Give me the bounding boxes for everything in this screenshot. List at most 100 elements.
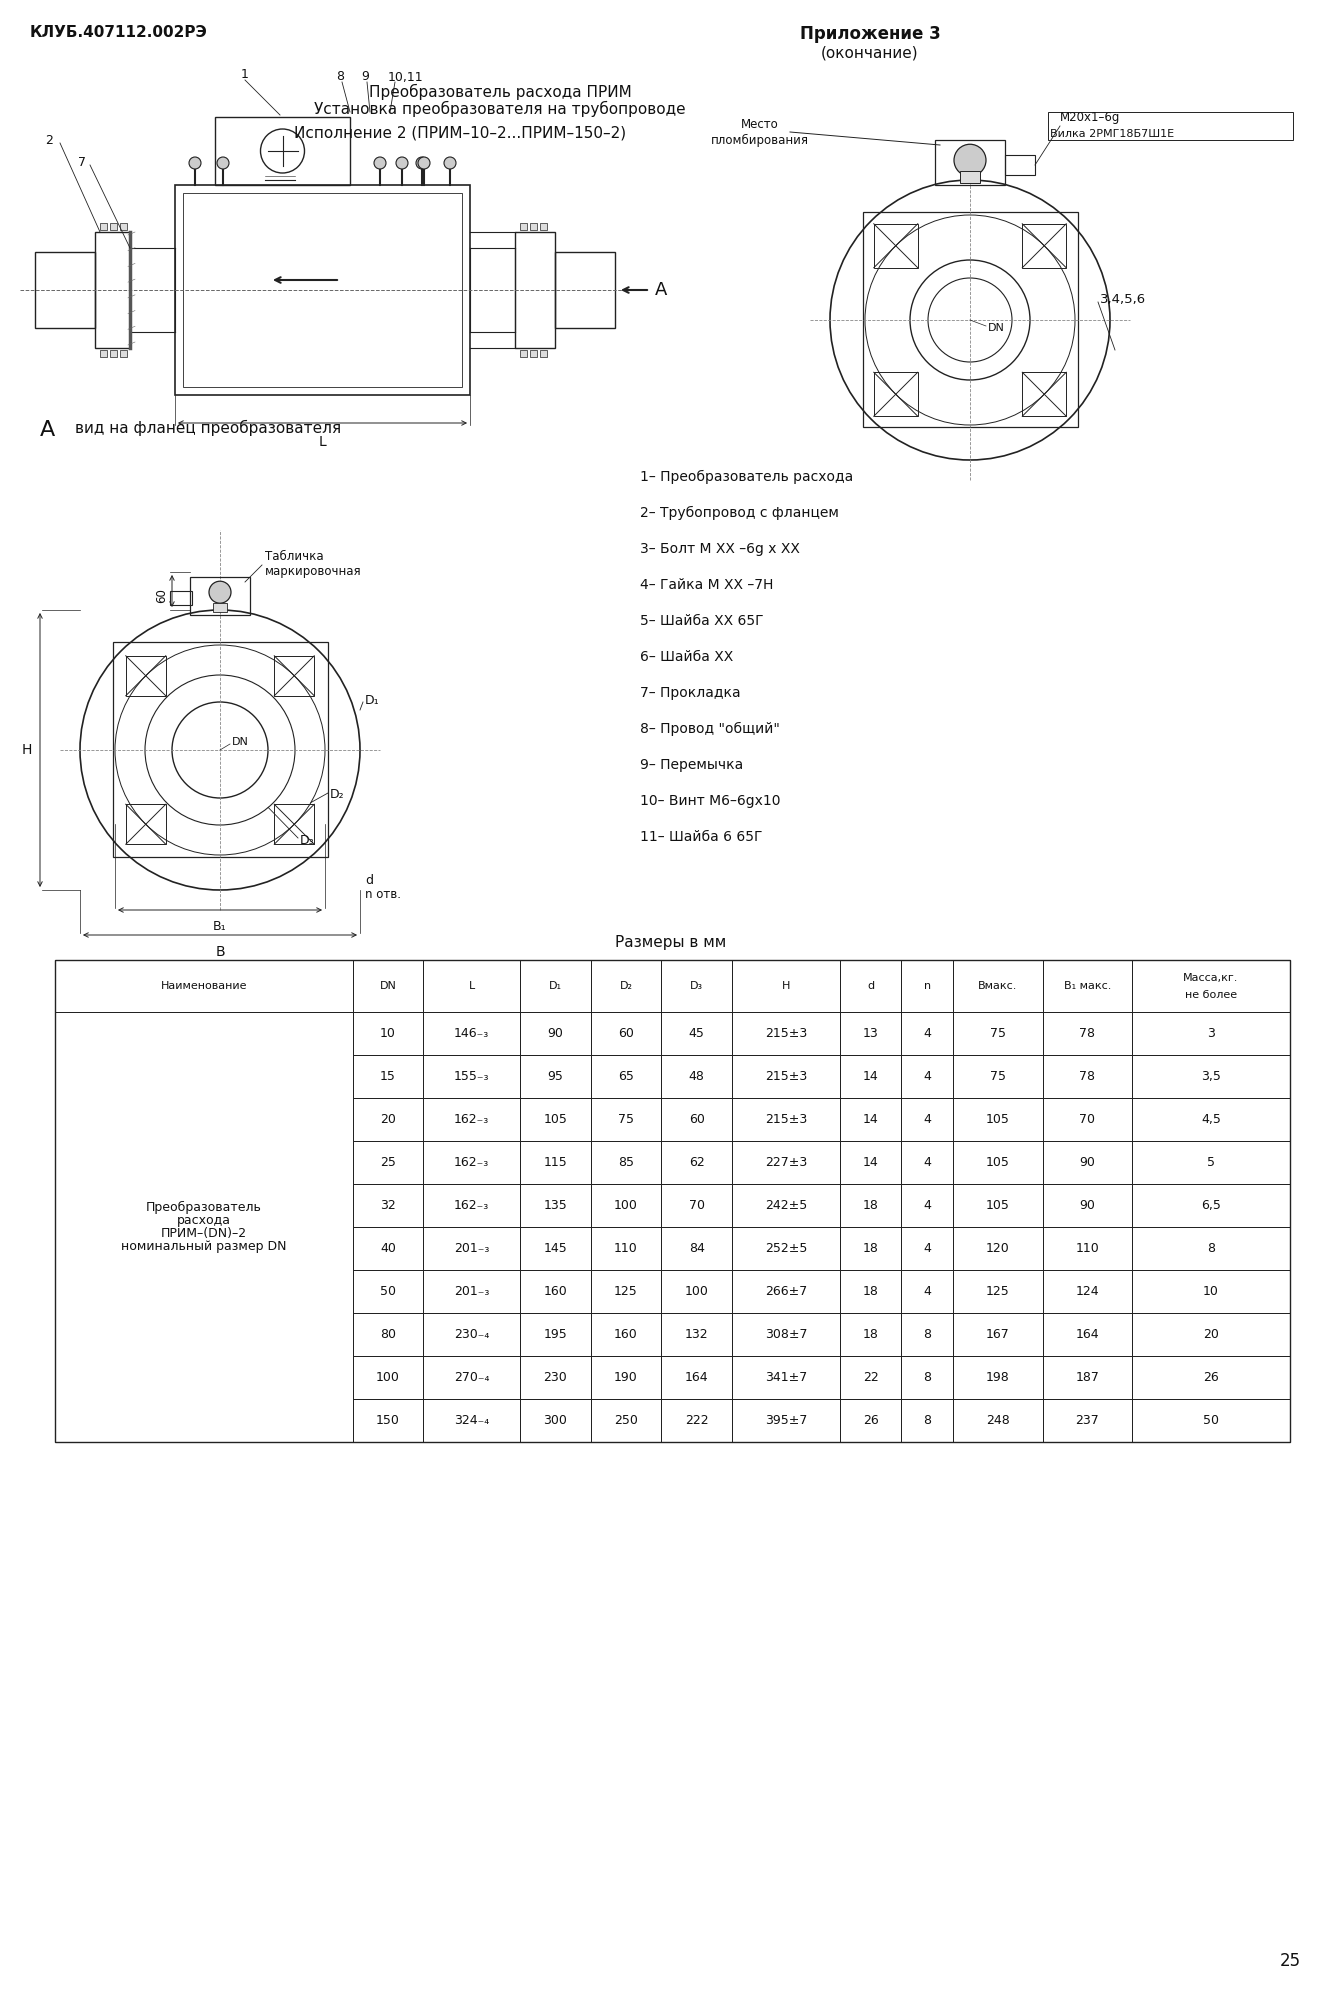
Bar	[954, 1184, 1042, 1226]
Bar	[901, 1056, 954, 1098]
Bar	[540, 222, 547, 230]
Text: 20: 20	[1203, 1328, 1219, 1340]
Text: 13: 13	[862, 1028, 878, 1040]
Bar	[1042, 960, 1132, 1012]
Bar	[1132, 1356, 1291, 1400]
Bar	[661, 1140, 732, 1184]
Text: 4: 4	[924, 1112, 931, 1126]
Text: 270₋₄: 270₋₄	[454, 1372, 489, 1384]
Bar	[1132, 1400, 1291, 1442]
Bar	[530, 350, 537, 356]
Text: 164: 164	[1076, 1328, 1099, 1340]
Text: 215±3: 215±3	[764, 1028, 807, 1040]
Bar	[353, 1226, 423, 1270]
Bar	[661, 1056, 732, 1098]
Text: номинальный размер DN: номинальный размер DN	[121, 1240, 286, 1252]
Text: 70: 70	[689, 1198, 705, 1212]
Bar	[423, 1098, 520, 1140]
Bar	[732, 1056, 839, 1098]
Text: 110: 110	[614, 1242, 638, 1256]
Bar	[520, 1400, 591, 1442]
Text: Преобразователь: Преобразователь	[146, 1200, 262, 1214]
Bar	[423, 1400, 520, 1442]
Bar	[839, 1140, 901, 1184]
Text: 146₋₃: 146₋₃	[454, 1028, 489, 1040]
Circle shape	[210, 582, 231, 604]
Text: 100: 100	[614, 1198, 638, 1212]
Text: 198: 198	[986, 1372, 1010, 1384]
Bar	[423, 960, 520, 1012]
Bar	[1132, 1312, 1291, 1356]
Bar	[839, 1184, 901, 1226]
Bar	[901, 1226, 954, 1270]
Bar	[732, 960, 839, 1012]
Text: DN: DN	[380, 980, 396, 990]
Bar	[839, 1098, 901, 1140]
Text: 75: 75	[990, 1070, 1006, 1084]
Bar	[353, 1098, 423, 1140]
Text: 105: 105	[986, 1112, 1010, 1126]
Bar	[839, 1356, 901, 1400]
Bar	[520, 960, 591, 1012]
Text: Размеры в мм: Размеры в мм	[615, 936, 727, 950]
Text: 90: 90	[548, 1028, 563, 1040]
Text: B: B	[215, 946, 224, 960]
Bar	[55, 960, 1291, 1442]
Text: 60: 60	[156, 588, 168, 604]
Bar	[126, 804, 165, 844]
Text: 4: 4	[924, 1156, 931, 1168]
Text: 90: 90	[1080, 1198, 1095, 1212]
Bar	[183, 194, 462, 388]
Bar	[661, 1098, 732, 1140]
Bar	[520, 1312, 591, 1356]
Text: Табличка: Табличка	[265, 550, 324, 564]
Text: 2: 2	[46, 134, 52, 146]
Bar	[732, 1312, 839, 1356]
Bar	[935, 140, 1005, 186]
Bar	[1132, 960, 1291, 1012]
Text: 215±3: 215±3	[764, 1112, 807, 1126]
Text: 266±7: 266±7	[764, 1286, 807, 1298]
Text: 115: 115	[544, 1156, 567, 1168]
Bar	[214, 604, 227, 612]
Text: 45: 45	[689, 1028, 705, 1040]
Bar	[110, 222, 117, 230]
Text: 8: 8	[1207, 1242, 1215, 1256]
Text: 150: 150	[376, 1414, 400, 1428]
Text: 395±7: 395±7	[764, 1414, 807, 1428]
Bar	[732, 1184, 839, 1226]
Text: пломбирования: пломбирования	[710, 134, 808, 146]
Circle shape	[218, 158, 230, 170]
Text: 65: 65	[618, 1070, 634, 1084]
Text: 14: 14	[862, 1070, 878, 1084]
Text: 162₋₃: 162₋₃	[454, 1156, 489, 1168]
Text: 7– Прокладка: 7– Прокладка	[641, 686, 740, 700]
Text: DN: DN	[232, 736, 248, 746]
Text: 60: 60	[618, 1028, 634, 1040]
Text: Масса,кг.: Масса,кг.	[1183, 974, 1238, 984]
Text: Bмакс.: Bмакс.	[978, 980, 1018, 990]
Bar	[540, 350, 547, 356]
Text: Исполнение 2 (ПРИМ–10–2...ПРИМ–150–2): Исполнение 2 (ПРИМ–10–2...ПРИМ–150–2)	[294, 124, 626, 140]
Bar	[839, 1056, 901, 1098]
Text: 4: 4	[924, 1286, 931, 1298]
Text: 230: 230	[544, 1372, 567, 1384]
Text: 2– Трубопровод с фланцем: 2– Трубопровод с фланцем	[641, 506, 839, 520]
Text: 5: 5	[1207, 1156, 1215, 1168]
Bar	[520, 1098, 591, 1140]
Bar	[175, 186, 470, 396]
Text: H: H	[21, 742, 32, 756]
Bar	[839, 1226, 901, 1270]
Text: вид на фланец преобразователя: вид на фланец преобразователя	[75, 420, 341, 436]
Text: 10– Винт М6–6gх10: 10– Винт М6–6gх10	[641, 794, 780, 808]
Bar	[126, 656, 165, 696]
Bar	[901, 1098, 954, 1140]
Bar	[661, 960, 732, 1012]
Text: d: d	[868, 980, 874, 990]
Bar	[591, 1184, 661, 1226]
Bar	[839, 1400, 901, 1442]
Bar	[520, 1184, 591, 1226]
Bar	[839, 960, 901, 1012]
Bar	[839, 1270, 901, 1312]
Text: D₂: D₂	[619, 980, 633, 990]
